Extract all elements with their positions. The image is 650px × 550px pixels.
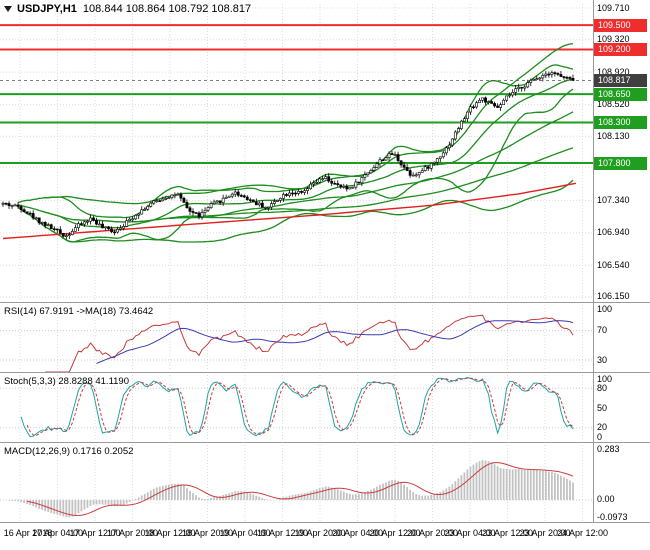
grid-lines — [0, 4, 593, 521]
chart-header: USDJPY,H1 108.844 108.864 108.792 108.817 — [4, 3, 251, 15]
price-tick-label: 109.710 — [597, 2, 630, 13]
price-tick-label: 106.540 — [597, 259, 630, 270]
price-tick-label: 106.940 — [597, 227, 630, 238]
price-tick-label: 100 — [597, 373, 613, 384]
price-tick-label: 107.340 — [597, 194, 630, 205]
time-tick-label: 18 Apr 12:00 — [144, 528, 196, 538]
candles — [1, 70, 575, 240]
time-tick-label: 17 Apr 20:00 — [106, 528, 159, 538]
time-tick-label: 23 Apr 04:00 — [444, 528, 496, 538]
stochastic-plot — [20, 376, 574, 438]
macd-plot — [5, 460, 574, 518]
support-resistance-lines — [0, 24, 593, 165]
macd-label: MACD(12,26,9) 0.1716 0.2052 — [4, 446, 134, 457]
rsi-plot — [45, 314, 574, 373]
price-tick-label: -0.0973 — [597, 511, 628, 522]
current-price-badge: 108.817 — [594, 74, 647, 88]
level-price-badge: 108.650 — [594, 87, 647, 101]
symbol-dropdown-icon[interactable] — [4, 6, 12, 12]
panel-separators — [0, 0, 650, 523]
rsi-label: RSI(14) 67.9191 ->MA(18) 73.4642 — [4, 306, 154, 317]
time-tick-label: 19 Apr 12:00 — [256, 528, 309, 538]
price-tick-label: 50 — [597, 402, 608, 413]
time-axis[interactable]: 16 Apr 2018 17 Apr 04:00 17 Apr 12:00 17 Ap… — [0, 523, 650, 550]
price-tick-label: 30 — [597, 354, 608, 365]
time-tick-label: 24 Apr 12:00 — [556, 528, 609, 538]
level-price-badge: 108.300 — [594, 115, 647, 129]
price-tick-label: 80 — [597, 382, 608, 393]
time-tick-label: 18 Apr 20:00 — [181, 528, 234, 538]
time-tick-label: 23 Apr 20:00 — [519, 528, 571, 538]
red-ma-line — [2, 182, 577, 240]
price-tick-label: 0 — [597, 431, 603, 442]
time-tick-label: 23 Apr 12:00 — [481, 528, 534, 538]
price-tick-label: 70 — [597, 325, 608, 336]
ohlc-values: 108.844 108.864 108.792 108.817 — [82, 3, 252, 15]
time-tick-label: 19 Apr 20:00 — [294, 528, 346, 538]
level-price-badge: 107.800 — [594, 156, 647, 170]
price-tick-label: 106.150 — [597, 291, 630, 302]
level-price-badge: 109.500 — [594, 18, 647, 32]
level-price-badge: 109.200 — [594, 42, 647, 56]
symbol-title: USDJPY,H1 — [17, 3, 77, 15]
price-tick-label: 108.130 — [597, 130, 630, 141]
bollinger-bands — [17, 42, 574, 243]
time-tick-label: 20 Apr 04:00 — [331, 528, 384, 538]
time-tick-label: 16 Apr 2018 — [3, 528, 53, 538]
price-tick-label: 108.520 — [597, 99, 630, 110]
stoch-label: Stoch(5,3,3) 28.8288 41.1190 — [4, 376, 130, 387]
price-tick-label: 20 — [597, 422, 608, 433]
time-tick-label: 20 Apr 12:00 — [369, 528, 421, 538]
time-tick-label: 17 Apr 12:00 — [69, 528, 121, 538]
time-tick-label: 20 Apr 20:00 — [406, 528, 459, 538]
price-tick-label: 0.283 — [597, 443, 620, 454]
price-axis[interactable]: 109.710109.320108.920108.520108.130107.7… — [594, 0, 650, 523]
price-tick-label: 108.920 — [597, 66, 630, 77]
price-tick-label: 0.00 — [597, 494, 615, 505]
time-tick-label: 17 Apr 04:00 — [31, 528, 84, 538]
price-tick-label: 100 — [597, 303, 613, 314]
price-tick-label: 109.320 — [597, 34, 630, 45]
time-tick-label: 19 Apr 04:00 — [219, 528, 271, 538]
